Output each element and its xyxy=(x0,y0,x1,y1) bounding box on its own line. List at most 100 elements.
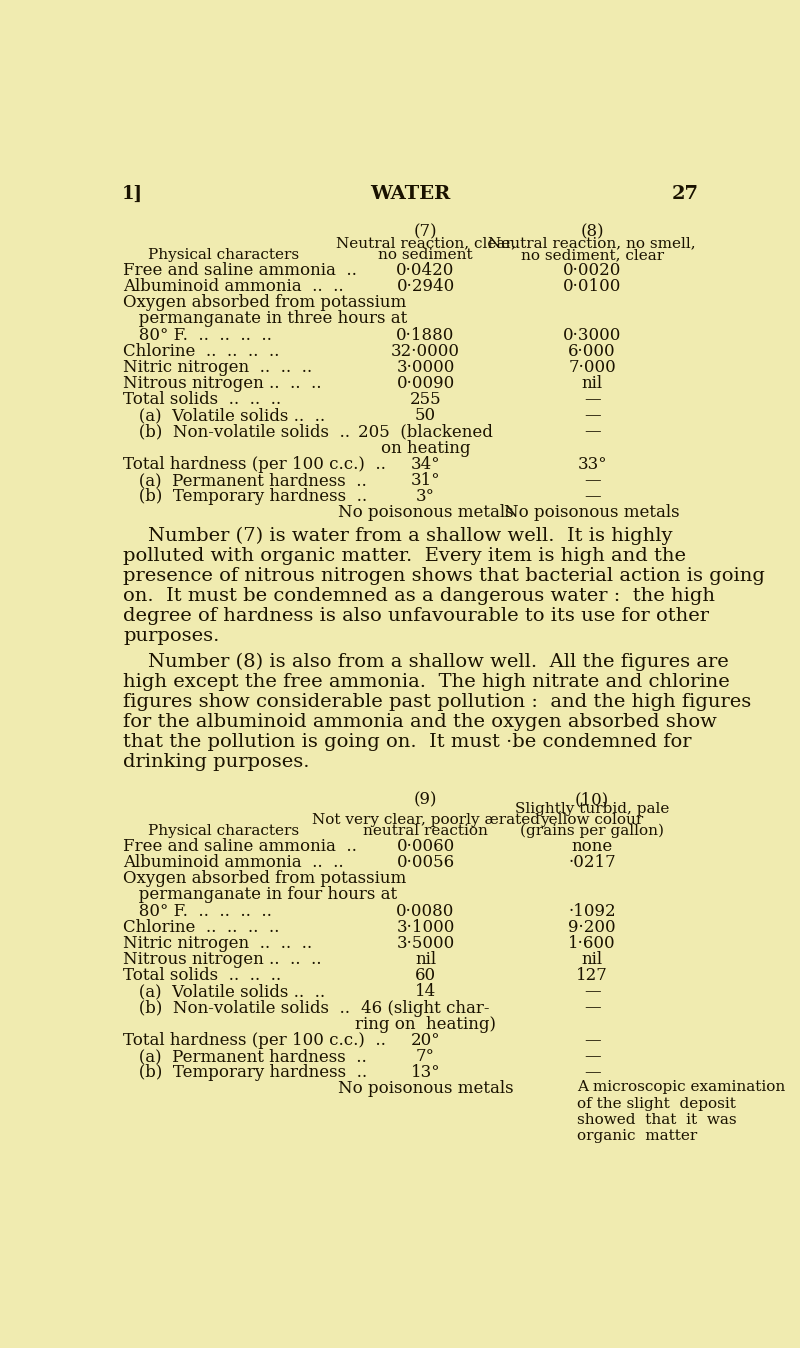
Text: neutral reaction: neutral reaction xyxy=(363,824,488,838)
Text: (a)  Permanent hardness  ..: (a) Permanent hardness .. xyxy=(123,472,367,489)
Text: 1·600: 1·600 xyxy=(568,936,616,952)
Text: Physical characters: Physical characters xyxy=(149,248,299,262)
Text: 3·0000: 3·0000 xyxy=(396,359,454,376)
Text: presence of nitrous nitrogen shows that bacterial action is going: presence of nitrous nitrogen shows that … xyxy=(123,566,765,585)
Text: 32·0000: 32·0000 xyxy=(391,342,460,360)
Text: Total hardness (per 100 c.c.)  ..: Total hardness (per 100 c.c.) .. xyxy=(123,1031,386,1049)
Text: 80° F.  ..  ..  ..  ..: 80° F. .. .. .. .. xyxy=(123,903,272,919)
Text: Physical characters: Physical characters xyxy=(149,824,299,838)
Text: (a)  Volatile solids ..  ..: (a) Volatile solids .. .. xyxy=(123,983,326,1000)
Text: Neutral reaction, clear,: Neutral reaction, clear, xyxy=(335,236,515,251)
Text: 0·0080: 0·0080 xyxy=(396,903,454,919)
Text: —: — xyxy=(584,472,601,489)
Text: purposes.: purposes. xyxy=(123,627,220,644)
Text: 13°: 13° xyxy=(410,1064,440,1081)
Text: ring on  heating): ring on heating) xyxy=(355,1015,496,1033)
Text: (b)  Temporary hardness  ..: (b) Temporary hardness .. xyxy=(123,1064,367,1081)
Text: —: — xyxy=(584,423,601,441)
Text: Total solids  ..  ..  ..: Total solids .. .. .. xyxy=(123,391,282,408)
Text: high except the free ammonia.  The high nitrate and chlorine: high except the free ammonia. The high n… xyxy=(123,673,730,692)
Text: No poisonous metals: No poisonous metals xyxy=(338,504,514,522)
Text: 0·0090: 0·0090 xyxy=(396,375,454,392)
Text: yellow colour: yellow colour xyxy=(541,813,644,828)
Text: 14: 14 xyxy=(415,983,436,1000)
Text: No poisonous metals: No poisonous metals xyxy=(504,504,680,522)
Text: Oxygen absorbed from potassium: Oxygen absorbed from potassium xyxy=(123,294,406,311)
Text: Neutral reaction, no smell,: Neutral reaction, no smell, xyxy=(488,236,696,251)
Text: 7°: 7° xyxy=(416,1047,435,1065)
Text: No poisonous metals: No poisonous metals xyxy=(338,1080,514,1097)
Text: that the pollution is going on.  It must ·be condemned for: that the pollution is going on. It must … xyxy=(123,733,692,751)
Text: 80° F.  ..  ..  ..  ..: 80° F. .. .. .. .. xyxy=(123,326,272,344)
Text: 31°: 31° xyxy=(410,472,440,489)
Text: (9): (9) xyxy=(414,791,438,809)
Text: —: — xyxy=(584,983,601,1000)
Text: 9·200: 9·200 xyxy=(568,919,616,936)
Text: 205  (blackened: 205 (blackened xyxy=(358,423,493,441)
Text: 0·3000: 0·3000 xyxy=(563,326,622,344)
Text: 1]: 1] xyxy=(122,185,142,202)
Text: A microscopic examination: A microscopic examination xyxy=(577,1080,785,1095)
Text: 0·0420: 0·0420 xyxy=(396,262,454,279)
Text: Oxygen absorbed from potassium: Oxygen absorbed from potassium xyxy=(123,871,406,887)
Text: nil: nil xyxy=(582,950,602,968)
Text: figures show considerable past pollution :  and the high figures: figures show considerable past pollution… xyxy=(123,693,751,710)
Text: 0·0056: 0·0056 xyxy=(397,855,454,871)
Text: Slightly turbid, pale: Slightly turbid, pale xyxy=(515,802,670,817)
Text: Not very clear, poorly ærated: Not very clear, poorly ærated xyxy=(311,813,539,828)
Text: 60: 60 xyxy=(415,967,436,984)
Text: 46 (slight char-: 46 (slight char- xyxy=(362,999,490,1016)
Text: 20°: 20° xyxy=(410,1031,440,1049)
Text: (8): (8) xyxy=(580,224,604,240)
Text: (b)  Non-volatile solids  ..: (b) Non-volatile solids .. xyxy=(123,423,350,441)
Text: —: — xyxy=(584,1064,601,1081)
Text: Number (7) is water from a shallow well.  It is highly: Number (7) is water from a shallow well.… xyxy=(123,527,673,545)
Text: Total hardness (per 100 c.c.)  ..: Total hardness (per 100 c.c.) .. xyxy=(123,456,386,473)
Text: Number (8) is also from a shallow well.  All the figures are: Number (8) is also from a shallow well. … xyxy=(123,652,729,671)
Text: Free and saline ammonia  ..: Free and saline ammonia .. xyxy=(123,262,357,279)
Text: 0·1880: 0·1880 xyxy=(396,326,454,344)
Text: 6·000: 6·000 xyxy=(568,342,616,360)
Text: nil: nil xyxy=(415,950,436,968)
Text: on heating: on heating xyxy=(381,439,470,457)
Text: drinking purposes.: drinking purposes. xyxy=(123,754,310,771)
Text: —: — xyxy=(584,999,601,1016)
Text: —: — xyxy=(584,391,601,408)
Text: Albuminoid ammonia  ..  ..: Albuminoid ammonia .. .. xyxy=(123,278,344,295)
Text: organic  matter: organic matter xyxy=(577,1128,697,1143)
Text: nil: nil xyxy=(582,375,602,392)
Text: Nitrous nitrogen ..  ..  ..: Nitrous nitrogen .. .. .. xyxy=(123,375,322,392)
Text: degree of hardness is also unfavourable to its use for other: degree of hardness is also unfavourable … xyxy=(123,607,710,625)
Text: —: — xyxy=(584,407,601,425)
Text: Nitric nitrogen  ..  ..  ..: Nitric nitrogen .. .. .. xyxy=(123,936,312,952)
Text: 0·0100: 0·0100 xyxy=(563,278,622,295)
Text: (7): (7) xyxy=(414,224,438,240)
Text: 3·5000: 3·5000 xyxy=(396,936,454,952)
Text: of the slight  deposit: of the slight deposit xyxy=(577,1096,735,1111)
Text: (a)  Volatile solids ..  ..: (a) Volatile solids .. .. xyxy=(123,407,326,425)
Text: Nitric nitrogen  ..  ..  ..: Nitric nitrogen .. .. .. xyxy=(123,359,312,376)
Text: (b)  Non-volatile solids  ..: (b) Non-volatile solids .. xyxy=(123,999,350,1016)
Text: 27: 27 xyxy=(671,185,698,202)
Text: 0·0020: 0·0020 xyxy=(563,262,622,279)
Text: polluted with organic matter.  Every item is high and the: polluted with organic matter. Every item… xyxy=(123,547,686,565)
Text: (10): (10) xyxy=(575,791,610,809)
Text: (a)  Permanent hardness  ..: (a) Permanent hardness .. xyxy=(123,1047,367,1065)
Text: Chlorine  ..  ..  ..  ..: Chlorine .. .. .. .. xyxy=(123,342,280,360)
Text: Chlorine  ..  ..  ..  ..: Chlorine .. .. .. .. xyxy=(123,919,280,936)
Text: Free and saline ammonia  ..: Free and saline ammonia .. xyxy=(123,838,357,855)
Text: 0·0060: 0·0060 xyxy=(396,838,454,855)
Text: Nitrous nitrogen ..  ..  ..: Nitrous nitrogen .. .. .. xyxy=(123,950,322,968)
Text: 0·2940: 0·2940 xyxy=(396,278,454,295)
Text: 33°: 33° xyxy=(578,456,607,473)
Text: —: — xyxy=(584,1047,601,1065)
Text: 127: 127 xyxy=(576,967,608,984)
Text: (grains per gallon): (grains per gallon) xyxy=(520,824,664,838)
Text: Albuminoid ammonia  ..  ..: Albuminoid ammonia .. .. xyxy=(123,855,344,871)
Text: 3·1000: 3·1000 xyxy=(396,919,454,936)
Text: for the albuminoid ammonia and the oxygen absorbed show: for the albuminoid ammonia and the oxyge… xyxy=(123,713,717,731)
Text: on.  It must be condemned as a dangerous water :  the high: on. It must be condemned as a dangerous … xyxy=(123,586,715,605)
Text: (b)  Temporary hardness  ..: (b) Temporary hardness .. xyxy=(123,488,367,506)
Text: ·1092: ·1092 xyxy=(568,903,616,919)
Text: —: — xyxy=(584,488,601,506)
